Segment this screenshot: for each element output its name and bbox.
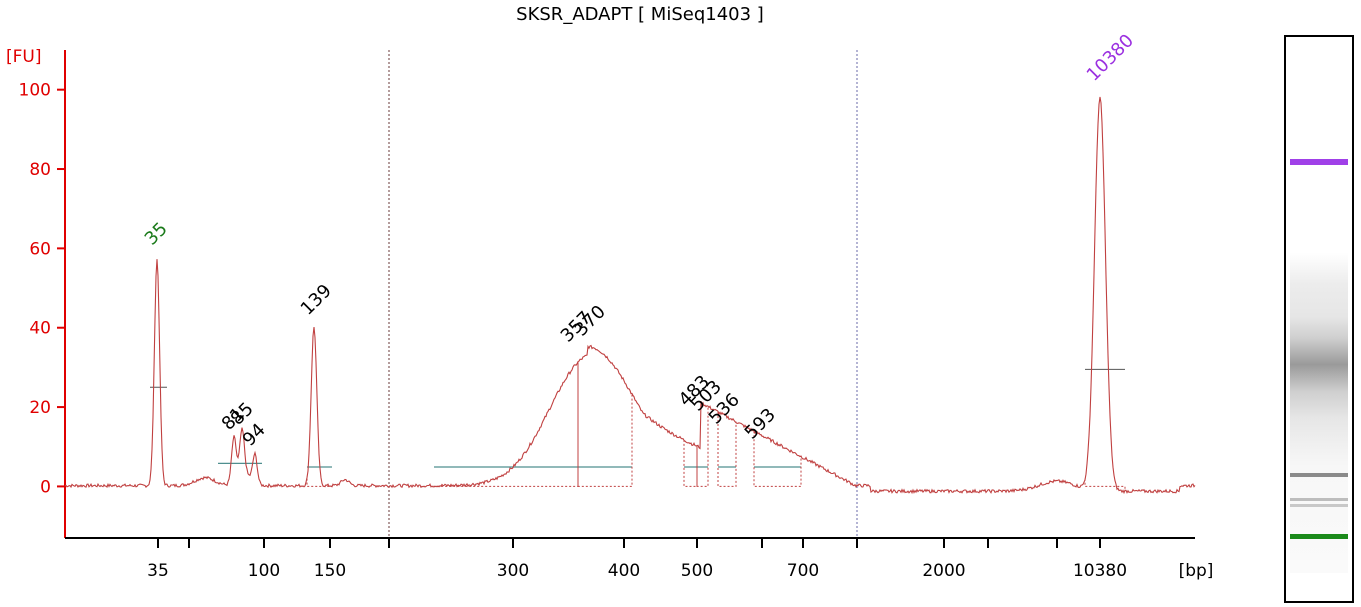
x-tick-label: 400 [608, 561, 640, 581]
gel-band-faint [1290, 498, 1348, 501]
peak-region [717, 411, 737, 487]
x-tick-label: 500 [681, 561, 713, 581]
y-tick-label: 0 [40, 477, 51, 497]
lower-marker-band [1290, 534, 1348, 539]
gel-band-small [1290, 473, 1348, 477]
x-tick-label: 10380 [1073, 561, 1127, 581]
peak-label-35: 35 [141, 218, 172, 249]
y-tick-label: 100 [19, 81, 51, 101]
electropherogram: 0 20 40 60 80 100 [FU] 35 100 150 300 400 500 700 2000… [6, 30, 1213, 581]
gel-band-faint-2 [1290, 504, 1348, 507]
y-tick-label: 40 [29, 319, 51, 339]
peak-label-139: 139 [297, 280, 336, 319]
x-axis-title: [bp] [1179, 561, 1214, 581]
x-tick-label: 35 [147, 561, 169, 581]
upper-marker-band [1290, 159, 1348, 165]
chart-title: SKSR_ADAPT [ MiSeq1403 ] [516, 4, 764, 25]
peak-region [433, 362, 579, 487]
peak-label-593: 593 [741, 404, 780, 443]
x-tick-label: 700 [787, 561, 819, 581]
peak-label-10380: 10380 [1083, 30, 1138, 85]
y-tick-label: 80 [29, 160, 51, 180]
peak-region [306, 478, 333, 487]
x-tick-label: 2000 [922, 561, 965, 581]
peak-region [683, 439, 698, 487]
trace-line [64, 96, 1196, 495]
peak-region [696, 406, 709, 487]
gel-lane [1290, 39, 1348, 573]
y-axis-title: [FU] [6, 47, 42, 67]
peak-baselines [150, 368, 1125, 468]
axes: 0 20 40 60 80 100 [FU] 35 100 150 300 400 500 700 2000… [6, 47, 1213, 581]
x-tick-label: 150 [314, 561, 346, 581]
peak-region [753, 431, 802, 487]
gel-image [1284, 35, 1354, 603]
y-tick-label: 20 [29, 398, 51, 418]
region-dividers [388, 50, 858, 538]
trace-layer [64, 96, 1196, 495]
x-tick-label: 100 [248, 561, 280, 581]
peak-region [577, 362, 633, 487]
x-tick-label: 300 [497, 561, 529, 581]
y-tick-label: 60 [29, 239, 51, 259]
